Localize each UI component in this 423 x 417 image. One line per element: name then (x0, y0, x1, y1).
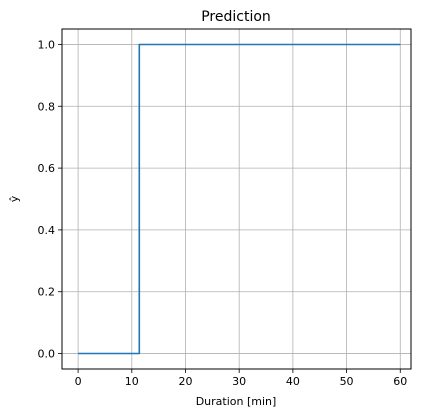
x-tick-label: 10 (125, 375, 139, 388)
grid (62, 29, 411, 369)
y-axis-label: ŷ (8, 195, 21, 202)
y-tick-label: 0.6 (38, 162, 56, 175)
x-tick-label: 20 (178, 375, 192, 388)
ticks: 0 10 20 30 40 50 60 0.0 0.2 0.4 0.6 0.8 1.0 (38, 38, 408, 388)
series-layer (78, 43, 401, 355)
x-tick-label: 50 (340, 375, 354, 388)
x-tick-label: 0 (75, 375, 82, 388)
plot-frame (61, 28, 412, 370)
y-tick-label: 0.4 (38, 224, 56, 237)
y-tick-label: 0.2 (38, 286, 56, 299)
x-tick-label: 60 (393, 375, 407, 388)
prediction-series-line (78, 43, 401, 355)
chart-title: Prediction (201, 9, 271, 25)
y-tick-label: 0.0 (38, 348, 56, 361)
y-tick-label: 0.8 (38, 100, 56, 113)
x-tick-label: 40 (286, 375, 300, 388)
x-axis-label: Duration [min] (196, 395, 277, 408)
x-tick-label: 30 (232, 375, 246, 388)
y-tick-label: 1.0 (38, 38, 56, 51)
